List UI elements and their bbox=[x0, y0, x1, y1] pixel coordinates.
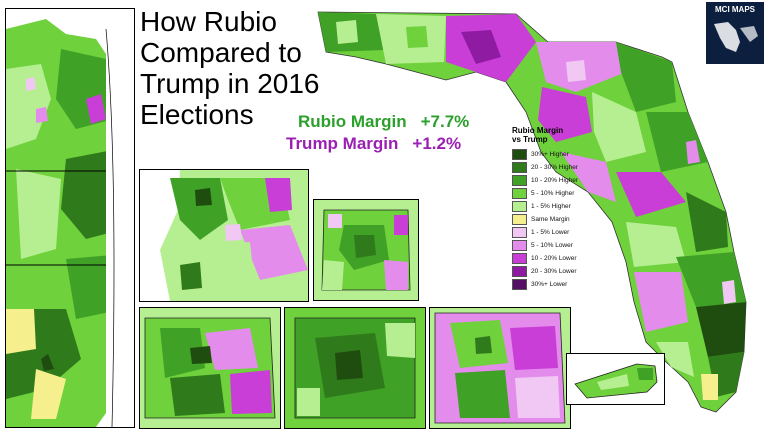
legend-rows: 30%+ Higher 20 - 30% Higher 10 - 20% Highe… bbox=[512, 148, 612, 291]
legend-item: 20 - 30% Higher bbox=[512, 161, 612, 174]
legend-item: 30%+ Lower bbox=[512, 278, 612, 291]
rubio-margin-value: +7.7% bbox=[420, 112, 470, 131]
legend-swatch bbox=[512, 253, 527, 264]
legend-title: Rubio Margin vs Trump bbox=[512, 126, 564, 144]
rubio-margin-label: Rubio Margin bbox=[298, 112, 407, 131]
legend-item: 5 - 10% Higher bbox=[512, 187, 612, 200]
legend-swatch bbox=[512, 175, 527, 186]
legend-swatch bbox=[512, 149, 527, 160]
legend-item: 10 - 20% Lower bbox=[512, 252, 612, 265]
legend-swatch bbox=[512, 188, 527, 199]
inset-jacksonville bbox=[139, 307, 281, 429]
rubio-margin-line: Rubio Margin +7.7% bbox=[298, 112, 469, 132]
trump-margin-value: +1.2% bbox=[412, 134, 462, 153]
inset-southeast-coast bbox=[5, 8, 135, 428]
legend-item: 1 - 5% Higher bbox=[512, 200, 612, 213]
legend-label: Same Margin bbox=[531, 216, 570, 223]
legend-label: 1 - 5% Lower bbox=[531, 229, 570, 236]
legend-swatch bbox=[512, 227, 527, 238]
legend-label: 1 - 5% Higher bbox=[531, 203, 571, 210]
legend-item: 5 - 10% Lower bbox=[512, 239, 612, 252]
map-legend: Rubio Margin vs Trump 30%+ Higher 20 - 30… bbox=[512, 126, 612, 291]
logo-text: MCI MAPS bbox=[715, 5, 755, 14]
trump-margin-line: Trump Margin +1.2% bbox=[286, 134, 461, 154]
legend-swatch bbox=[512, 162, 527, 173]
mci-maps-logo: MCI MAPS bbox=[706, 2, 764, 64]
inset-gainesville bbox=[284, 307, 426, 429]
legend-item: 30%+ Higher bbox=[512, 148, 612, 161]
legend-label: 5 - 10% Lower bbox=[531, 242, 573, 249]
legend-label: 30%+ Lower bbox=[531, 281, 568, 288]
legend-swatch bbox=[512, 266, 527, 277]
legend-swatch bbox=[512, 201, 527, 212]
map-title: How Rubio Compared to Trump in 2016 Elec… bbox=[140, 6, 320, 130]
legend-label: 10 - 20% Lower bbox=[531, 255, 577, 262]
inset-tampa-bay bbox=[139, 169, 309, 302]
legend-item: 20 - 30% Lower bbox=[512, 265, 612, 278]
legend-swatch bbox=[512, 214, 527, 225]
legend-swatch bbox=[512, 240, 527, 251]
trump-margin-label: Trump Margin bbox=[286, 134, 399, 153]
legend-label: 10 - 20% Higher bbox=[531, 177, 578, 184]
inset-orlando bbox=[313, 199, 419, 301]
legend-item: 1 - 5% Lower bbox=[512, 226, 612, 239]
legend-label: 20 - 30% Lower bbox=[531, 268, 577, 275]
legend-label: 20 - 30% Higher bbox=[531, 164, 578, 171]
legend-item: 10 - 20% Higher bbox=[512, 174, 612, 187]
legend-swatch bbox=[512, 279, 527, 290]
legend-item: Same Margin bbox=[512, 213, 612, 226]
inset-florida-keys bbox=[566, 353, 665, 405]
legend-label: 5 - 10% Higher bbox=[531, 190, 575, 197]
florida-main-map bbox=[316, 2, 764, 432]
legend-label: 30%+ Higher bbox=[531, 151, 569, 158]
inset-daytona bbox=[429, 307, 571, 429]
